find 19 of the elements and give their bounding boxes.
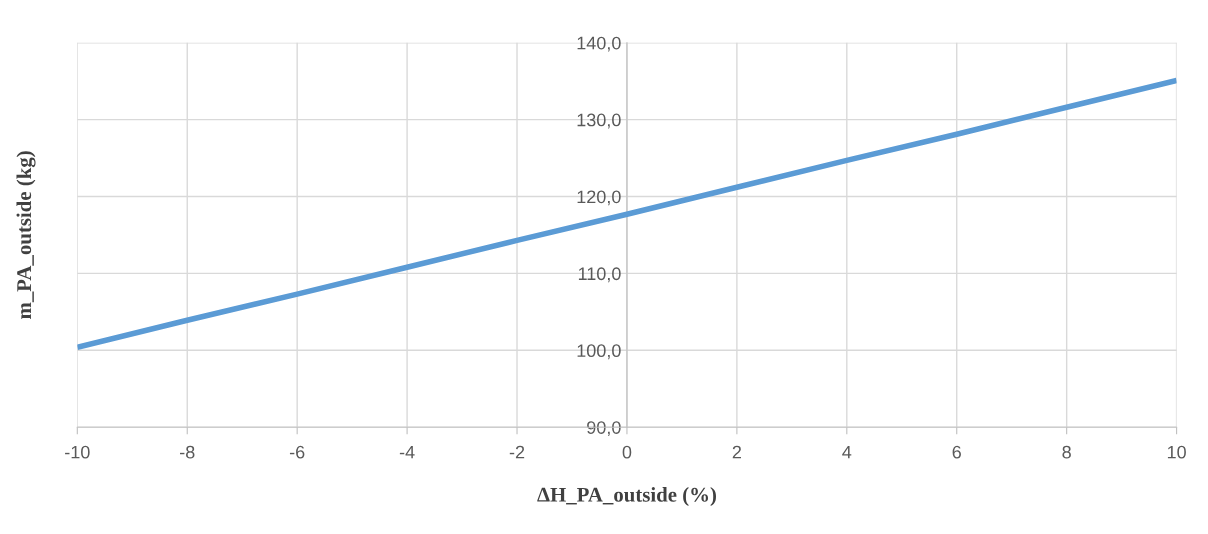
x-tick-label: -2 — [509, 445, 525, 459]
y-tick-label: 120,0 — [577, 190, 621, 206]
x-tick-label: -6 — [289, 445, 305, 459]
x-tick-label: 0 — [622, 445, 632, 459]
x-tick-label: 2 — [732, 445, 741, 459]
y-axis-title: m_PA_outside (kg) — [16, 151, 36, 319]
x-tick-label: 8 — [1062, 445, 1071, 459]
x-tick-label: 4 — [842, 445, 852, 459]
x-tick-label: 6 — [952, 445, 961, 459]
y-tick-label: 130,0 — [577, 113, 621, 129]
y-tick-label: 110,0 — [578, 267, 621, 283]
x-tick-label: -4 — [399, 445, 415, 459]
y-tick-label: 90,0 — [587, 421, 621, 437]
x-tick-label: 10 — [1167, 445, 1186, 459]
y-tick-label: 100,0 — [577, 344, 621, 360]
x-tick-label: -10 — [65, 445, 90, 459]
x-axis-title: ΔH_PA_outside (%) — [537, 487, 716, 506]
x-tick-label: -8 — [180, 445, 195, 459]
y-tick-label: 140,0 — [577, 36, 621, 52]
